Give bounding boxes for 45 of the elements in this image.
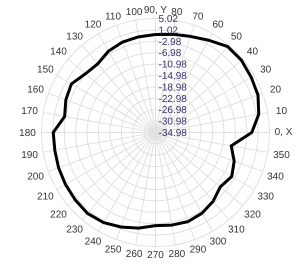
spoke-label: 60 [212, 20, 224, 31]
spoke-label: 100 [126, 6, 143, 18]
spoke-label: 70 [192, 11, 204, 22]
spoke-label: 320 [244, 209, 262, 220]
spoke-label: 280 [168, 249, 186, 260]
spoke-label: 340 [267, 172, 284, 183]
spoke-label: 20 [270, 84, 282, 96]
y-tick-label: -2.98 [158, 36, 182, 48]
spoke-label: 140 [50, 46, 68, 58]
spoke-label: 110 [105, 11, 122, 22]
spoke-label: 10 [276, 106, 288, 117]
y-tick-label: 5.02 [158, 14, 178, 25]
spoke-label: 90, Y [144, 5, 168, 16]
spoke-label: 120 [84, 20, 102, 31]
spoke-label: 180 [19, 128, 36, 139]
spoke-label: 200 [27, 172, 44, 183]
y-tick-label: -14.98 [158, 71, 188, 82]
spoke-label: 220 [50, 209, 68, 220]
spoke-label: 310 [228, 224, 246, 236]
spoke-label: 260 [126, 249, 143, 260]
spoke-label: 290 [190, 244, 207, 256]
spoke-label: 130 [66, 32, 84, 43]
spoke-label: 210 [37, 192, 54, 203]
y-tick-label: -22.98 [158, 94, 188, 105]
spoke-label: 30 [260, 64, 272, 76]
y-tick-label: -34.98 [158, 128, 188, 139]
spoke-label: 0, X [274, 127, 293, 138]
spoke-label: 150 [37, 64, 54, 76]
spoke-label: 350 [273, 150, 290, 162]
spoke-label: 230 [66, 224, 84, 236]
spoke-label: 170 [21, 106, 38, 117]
spoke-label: 250 [104, 244, 122, 256]
y-tick-label: -10.98 [158, 60, 188, 71]
y-tick-label: -30.98 [158, 116, 188, 128]
spoke-label: 300 [210, 236, 227, 248]
spoke-label: 190 [21, 150, 38, 162]
spoke-label: 330 [257, 192, 274, 203]
spoke-label: 270 [147, 250, 164, 261]
spoke-label: 40 [246, 46, 258, 58]
y-tick-label: -26.98 [158, 105, 188, 116]
spoke-label: 240 [84, 236, 102, 248]
spoke-label: 160 [27, 84, 44, 96]
y-tick-label: -18.98 [158, 82, 188, 94]
spoke-label: 50 [230, 32, 242, 43]
y-tick-label: -6.98 [158, 48, 182, 60]
